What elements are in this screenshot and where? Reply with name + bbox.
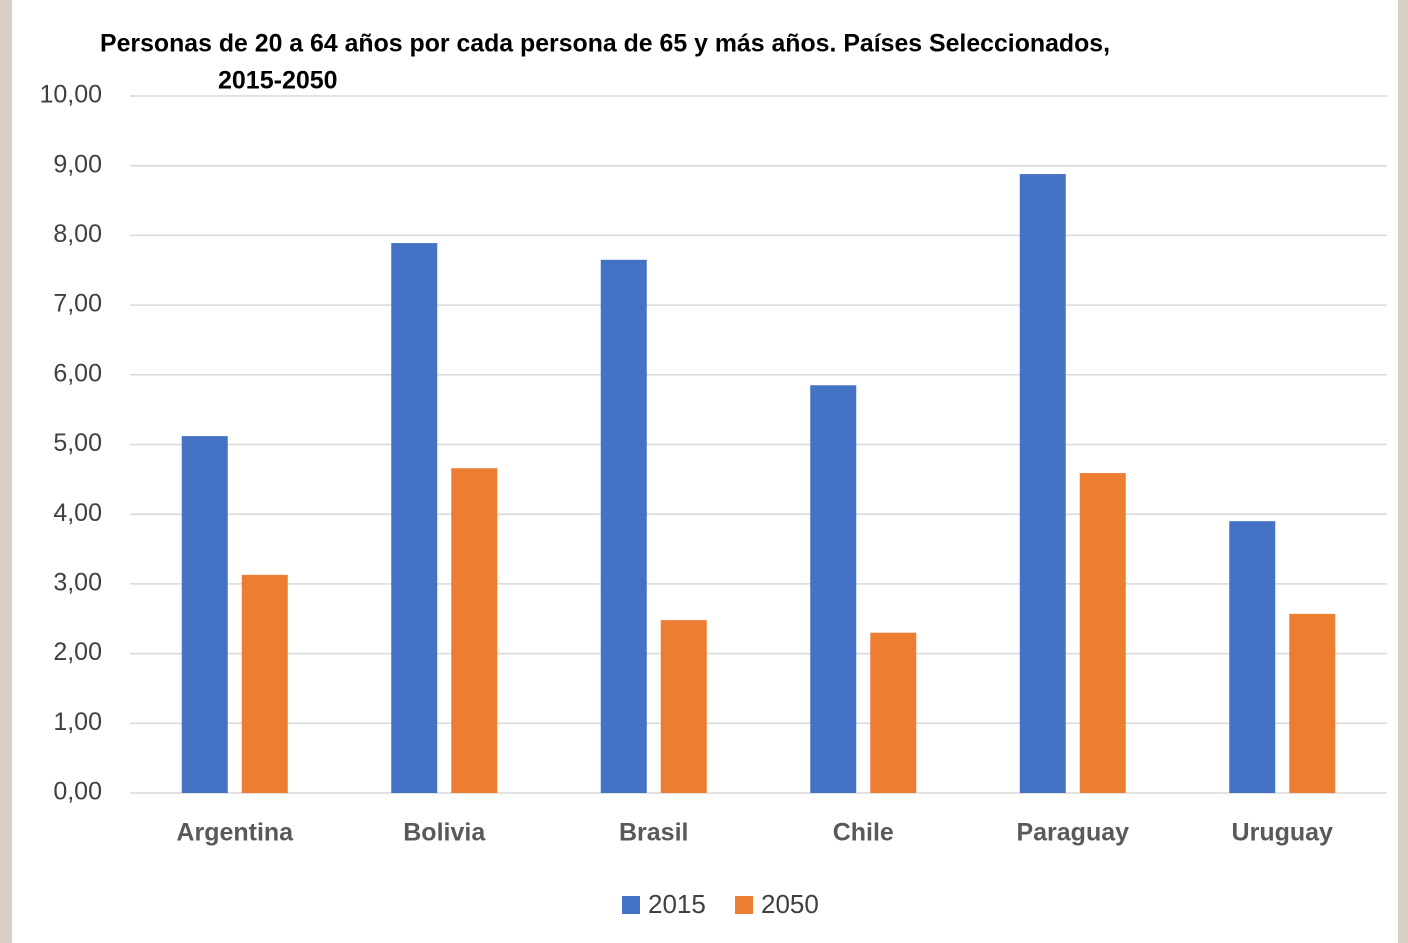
legend-swatch: [735, 896, 753, 914]
y-tick-label: 4,00: [53, 499, 102, 527]
y-tick-label: 1,00: [53, 708, 102, 736]
chart-title: 2015-2050: [218, 67, 338, 95]
legend-label: 2050: [761, 889, 819, 919]
bar: [391, 243, 438, 793]
bar: [1289, 613, 1336, 793]
y-tick-label: 0,00: [53, 778, 102, 806]
bar: [870, 632, 917, 793]
y-tick-label: 7,00: [53, 290, 102, 318]
bar: [1229, 521, 1276, 793]
bar: [181, 436, 228, 793]
y-tick-label: 9,00: [53, 150, 102, 178]
x-tick-label: Argentina: [176, 819, 294, 847]
x-tick-label: Uruguay: [1232, 819, 1334, 847]
x-tick-label: Chile: [833, 819, 894, 847]
y-tick-label: 6,00: [53, 359, 102, 387]
bar: [600, 259, 647, 793]
x-tick-label: Paraguay: [1016, 819, 1129, 847]
legend-swatch: [622, 896, 640, 914]
y-tick-label: 5,00: [53, 429, 102, 457]
x-tick-label: Brasil: [619, 819, 688, 847]
y-tick-label: 10,00: [39, 81, 102, 109]
y-tick-label: 3,00: [53, 569, 102, 597]
bar: [810, 385, 857, 793]
legend-label: 2015: [648, 889, 706, 919]
bar: [451, 468, 498, 793]
chart-title: Personas de 20 a 64 años por cada person…: [100, 30, 1110, 58]
bar: [1079, 473, 1126, 793]
y-tick-label: 2,00: [53, 638, 102, 666]
bar: [660, 620, 707, 793]
y-tick-label: 8,00: [53, 220, 102, 248]
bar: [241, 574, 288, 793]
bar: [1019, 174, 1066, 794]
x-tick-label: Bolivia: [403, 819, 486, 847]
